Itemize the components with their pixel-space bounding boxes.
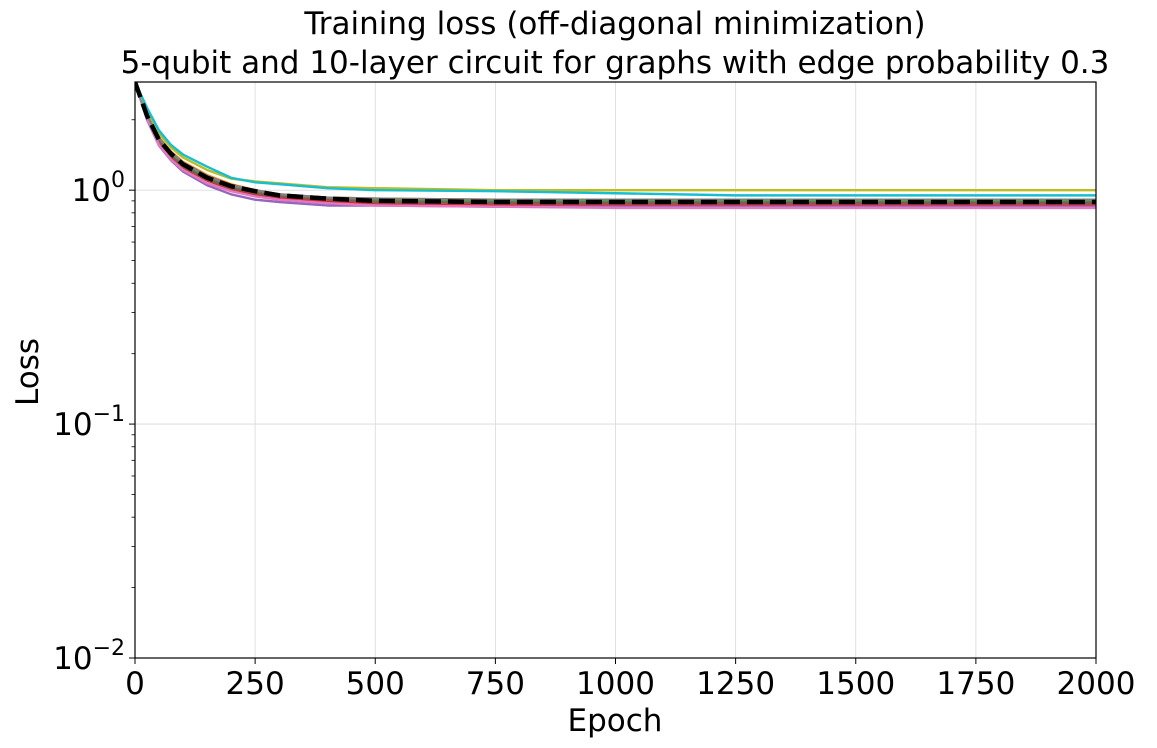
x-tick-label: 1000 — [576, 666, 655, 702]
x-tick-label: 0 — [125, 666, 145, 702]
grid — [134, 82, 1097, 659]
chart-title-line-1: Training loss (off-diagonal minimization… — [303, 6, 925, 42]
y-tick-base: 10 — [53, 641, 92, 677]
y-tick-exponent: −1 — [93, 402, 125, 427]
y-tick-exponent: 0 — [111, 168, 125, 193]
x-tick-label: 250 — [226, 666, 285, 702]
x-tick-label: 1250 — [696, 666, 775, 702]
y-tick-base: 10 — [53, 407, 92, 443]
series-line-mean — [135, 82, 1096, 205]
x-tick-label: 750 — [466, 666, 525, 702]
x-tick-label: 1750 — [936, 666, 1015, 702]
y-tick-exponent: −2 — [93, 636, 125, 661]
y-tick-label: 10−1 — [53, 402, 125, 443]
x-tick-label: 1500 — [816, 666, 895, 702]
series-line-run-cyan — [135, 82, 1096, 197]
x-tick-label: 500 — [346, 666, 405, 702]
series-line-run-pink — [135, 82, 1096, 210]
y-axis-label: Loss — [10, 338, 46, 406]
x-tick-label: 2000 — [1057, 666, 1136, 702]
y-tick-label: 100 — [72, 168, 125, 209]
chart-title-line-2: 5-qubit and 10-layer circuit for graphs … — [121, 45, 1110, 81]
x-axis-ticks: 0 250 500 750 1000 1250 1500 1750 2000 — [125, 658, 1135, 702]
y-tick-label: 10−2 — [53, 636, 125, 677]
series-layer — [135, 82, 1096, 210]
y-tick-base: 10 — [72, 173, 111, 209]
x-axis-label: Epoch — [568, 703, 663, 739]
